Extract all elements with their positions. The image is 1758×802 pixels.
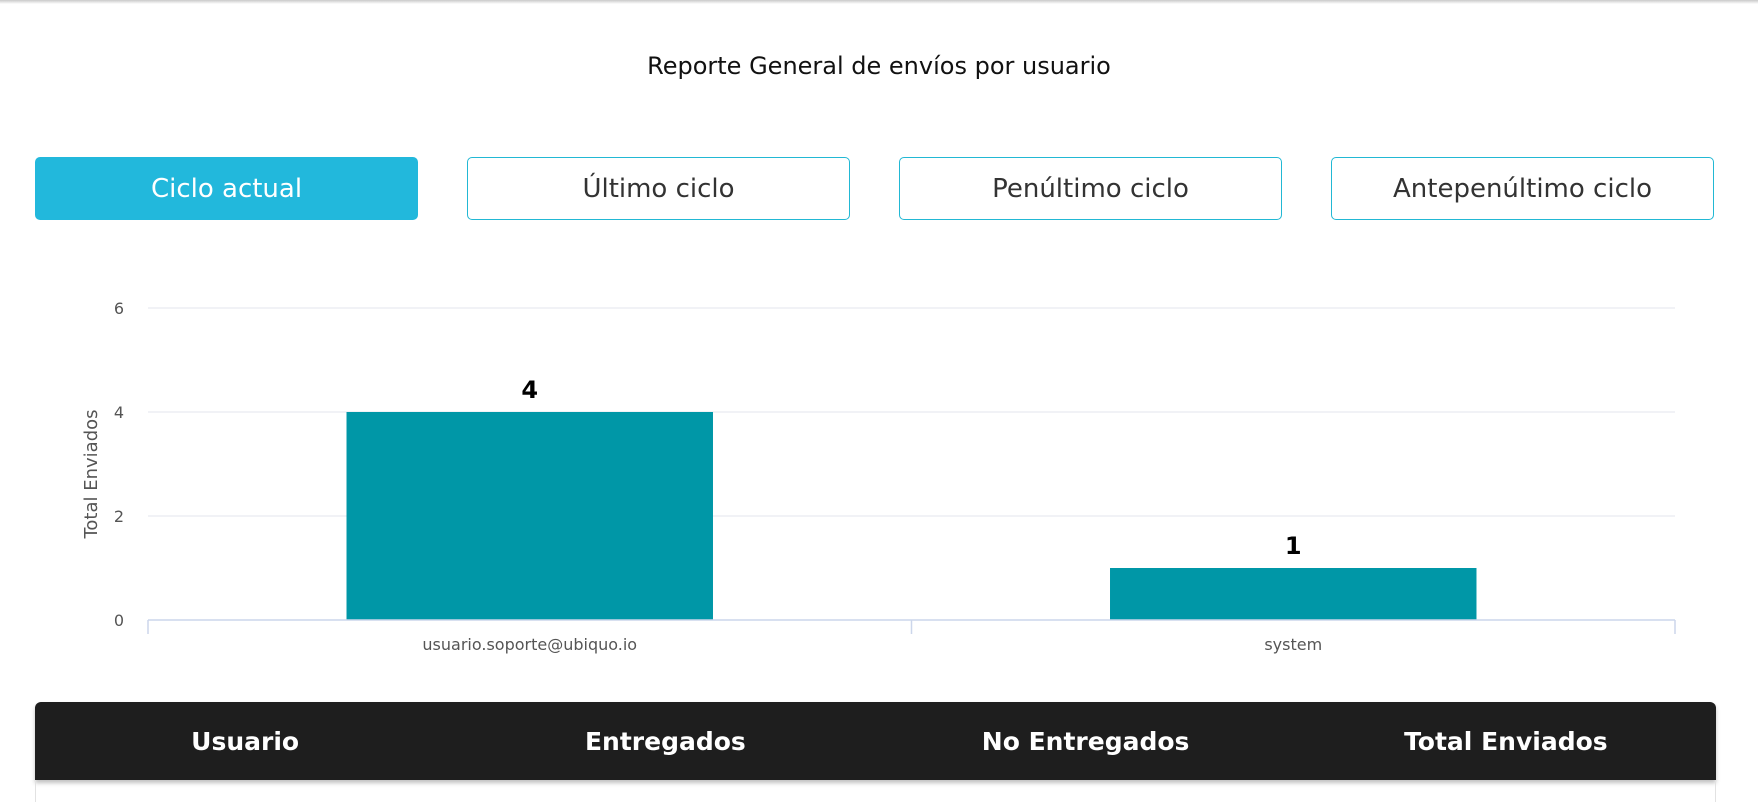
data-label: 1 xyxy=(1285,532,1302,560)
x-tick-label: system xyxy=(1264,635,1322,654)
column-header-usuario[interactable]: Usuario xyxy=(191,726,300,756)
column-header-total-enviados[interactable]: Total Enviados xyxy=(1404,726,1608,756)
y-axis-title: Total Enviados xyxy=(81,409,102,539)
data-label: 4 xyxy=(521,376,538,404)
tab-ultimo-ciclo[interactable]: Último ciclo xyxy=(467,157,850,220)
y-tick-label: 6 xyxy=(114,299,124,318)
y-tick-label: 0 xyxy=(114,611,124,630)
bar xyxy=(1110,568,1477,620)
y-tick-label: 2 xyxy=(114,507,124,526)
tab-ciclo-actual[interactable]: Ciclo actual xyxy=(35,157,418,220)
table-body xyxy=(35,780,1716,802)
cycle-tabs: Ciclo actual Último ciclo Penúltimo cicl… xyxy=(35,157,1716,222)
column-header-entregados[interactable]: Entregados xyxy=(584,726,746,756)
y-tick-label: 4 xyxy=(114,403,124,422)
top-shadow xyxy=(0,0,1758,4)
bar-chart-svg: 0 2 4 6 Total Enviados 4 usuario.soporte@ubiqu… xyxy=(81,299,1676,654)
page-title: Reporte General de envíos por usuario xyxy=(647,52,1111,80)
table-header: Usuario Entregados No Entregados Total E… xyxy=(35,702,1716,780)
tab-antepenultimo-ciclo[interactable]: Antepenúltimo ciclo xyxy=(1331,157,1714,220)
column-header-no-entregados[interactable]: No Entregados xyxy=(981,726,1190,756)
bar xyxy=(346,412,713,620)
bar-chart: 0 2 4 6 Total Enviados 4 usuario.soporte@ubiqu… xyxy=(0,270,1758,670)
x-tick-label: usuario.soporte@ubiquo.io xyxy=(422,635,637,654)
tab-penultimo-ciclo[interactable]: Penúltimo ciclo xyxy=(899,157,1282,220)
